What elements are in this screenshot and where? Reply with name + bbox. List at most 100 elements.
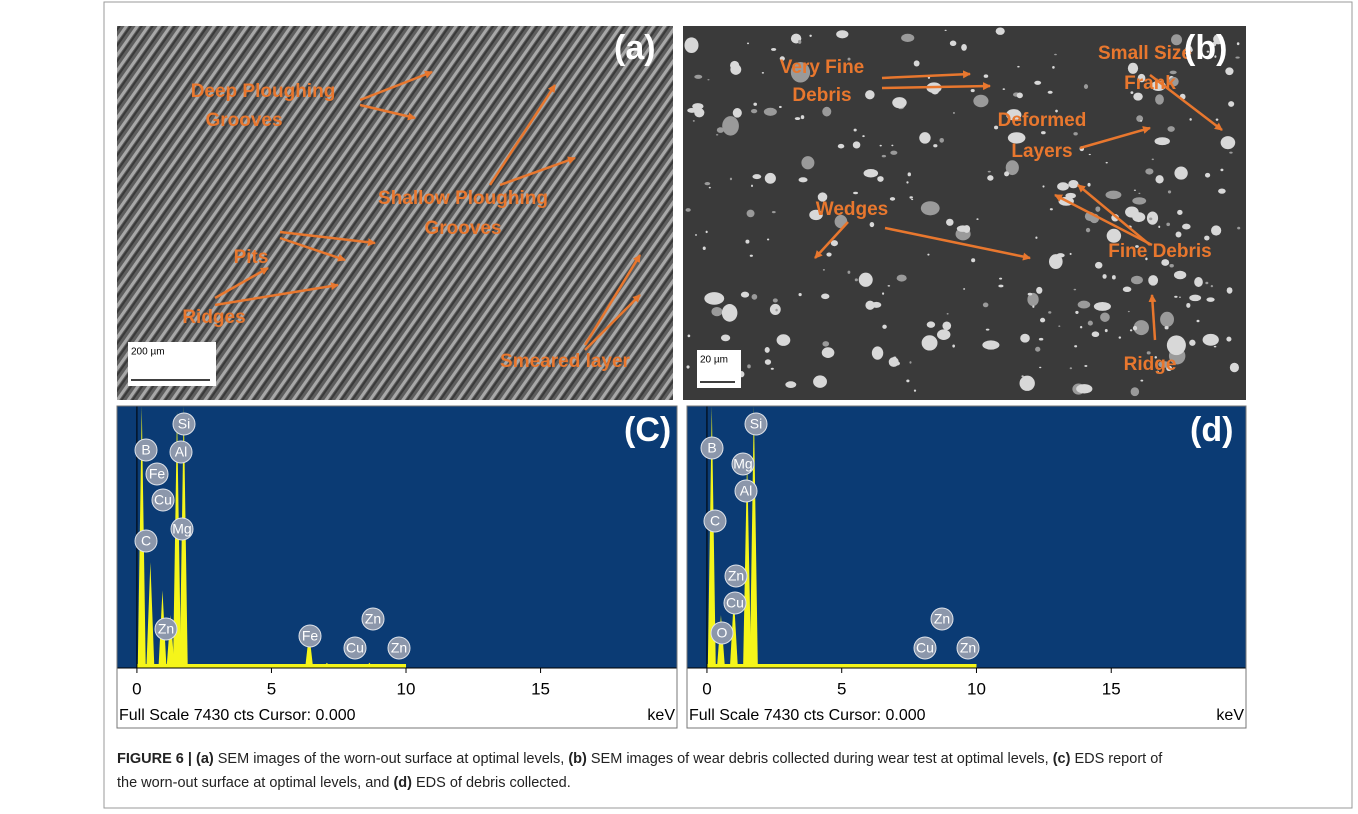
- caption-run: (d): [393, 775, 412, 791]
- particle: [704, 292, 724, 305]
- particle: [751, 185, 753, 187]
- particle: [1165, 326, 1169, 329]
- particle: [1092, 331, 1100, 337]
- particle: [908, 172, 911, 176]
- particle: [1189, 118, 1191, 121]
- particle: [747, 364, 751, 368]
- particle: [1134, 190, 1136, 191]
- particle: [1105, 329, 1108, 332]
- element-label: Fe: [149, 466, 166, 482]
- particle: [747, 42, 749, 44]
- particle: [1186, 303, 1190, 308]
- particle: [1080, 326, 1082, 329]
- particle: [1194, 277, 1203, 287]
- particle: [1052, 66, 1055, 69]
- particle: [877, 176, 883, 182]
- particle: [1036, 287, 1042, 294]
- caption-line: FIGURE 6 | (a) SEM images of the worn-ou…: [117, 751, 1163, 767]
- particle: [809, 35, 811, 37]
- element-label: B: [141, 442, 150, 458]
- particle: [1132, 212, 1145, 222]
- caption-run: (a): [196, 751, 214, 767]
- particle: [882, 292, 884, 294]
- particle: [1230, 363, 1239, 372]
- scale-bar-label: 200 µm: [131, 347, 165, 358]
- particle: [1237, 42, 1240, 45]
- caption-run: FIGURE 6 |: [117, 751, 196, 767]
- particle: [752, 294, 758, 300]
- particle: [1177, 210, 1182, 215]
- particle: [1041, 131, 1046, 134]
- element-label: O: [717, 625, 728, 641]
- annotation: Ridge: [1124, 354, 1177, 375]
- particle: [694, 75, 702, 79]
- particle: [773, 298, 778, 302]
- particle: [772, 211, 776, 213]
- element-label: Si: [178, 416, 190, 432]
- particle: [1235, 56, 1239, 58]
- particle: [1035, 236, 1037, 238]
- particle: [998, 285, 1003, 288]
- particle: [823, 269, 825, 270]
- particle: [1174, 271, 1186, 280]
- particle: [919, 132, 930, 144]
- particle: [1174, 296, 1177, 298]
- particle: [693, 120, 695, 122]
- x-tick-label: 5: [837, 679, 846, 698]
- x-tick-label: 10: [967, 679, 986, 698]
- particle: [894, 362, 900, 366]
- particle: [947, 313, 949, 314]
- annotation: Frank: [1124, 73, 1176, 94]
- particle: [888, 285, 891, 286]
- particle: [705, 182, 711, 185]
- particle: [722, 304, 738, 322]
- particle: [1182, 224, 1190, 230]
- particle: [762, 72, 764, 74]
- scale-bar-label: 20 µm: [700, 355, 728, 366]
- unit: keV: [1216, 707, 1244, 724]
- caption-run: SEM images of wear debris collected duri…: [587, 751, 1053, 767]
- particle: [765, 347, 770, 353]
- particle: [950, 41, 957, 46]
- particle: [1203, 334, 1219, 346]
- particle: [1078, 301, 1091, 309]
- annotation: Ridges: [182, 307, 245, 328]
- particle: [801, 115, 804, 119]
- element-label: Zn: [158, 621, 174, 637]
- particle: [1017, 66, 1020, 68]
- particle: [906, 181, 908, 183]
- particle: [996, 27, 1005, 34]
- particle: [730, 61, 739, 70]
- particle: [706, 231, 708, 234]
- annotation: Small Size: [1098, 43, 1192, 64]
- annotation: Very Fine: [780, 57, 865, 78]
- particle: [1057, 182, 1069, 190]
- annotation: Layers: [1011, 141, 1072, 162]
- particle: [1094, 302, 1111, 311]
- particle: [1218, 189, 1226, 194]
- particle: [1054, 54, 1057, 56]
- footer: Full Scale 7430 cts Cursor: 0.000: [119, 707, 356, 724]
- particle: [1140, 120, 1142, 122]
- particle: [692, 103, 703, 109]
- particle: [747, 210, 755, 218]
- particle: [939, 138, 944, 143]
- particle: [1017, 93, 1023, 99]
- particle: [821, 294, 829, 300]
- particle: [1003, 88, 1005, 90]
- particle: [961, 44, 967, 51]
- particle: [1068, 180, 1078, 188]
- element-label: Zn: [728, 568, 744, 584]
- particle: [976, 218, 978, 220]
- particle: [882, 155, 886, 158]
- particle: [751, 109, 757, 113]
- panel-label: (b): [1184, 29, 1227, 67]
- particle: [1147, 211, 1158, 224]
- particle: [1225, 67, 1233, 75]
- particle: [870, 222, 875, 227]
- eds-plot-d: [687, 406, 1246, 668]
- particle: [1065, 193, 1076, 199]
- particle: [1042, 185, 1044, 187]
- element-label: Cu: [726, 595, 744, 611]
- element-label: Fe: [302, 628, 319, 644]
